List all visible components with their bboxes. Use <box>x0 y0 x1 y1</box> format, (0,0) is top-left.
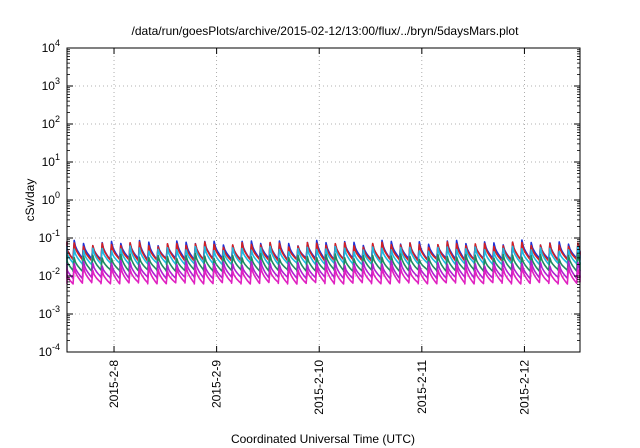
y-tick-label: 103 <box>42 76 60 93</box>
y-tick-label: 104 <box>42 38 60 55</box>
y-tick-label: 10-3 <box>39 304 60 321</box>
x-tick-label: 2015-2-11 <box>415 360 429 414</box>
y-tick-label: 102 <box>42 114 60 131</box>
x-tick-label: 2015-2-9 <box>210 360 224 408</box>
tick-layer: 10-4 10-3 10-2 10-1 100 101 102 103 104 2015-2-8 2… <box>39 38 580 415</box>
series-layer <box>66 239 581 285</box>
x-tick-label: 2015-2-10 <box>312 360 326 415</box>
y-tick-label: 10-4 <box>39 342 60 359</box>
grid-layer <box>67 48 580 352</box>
y-tick-label: 101 <box>42 152 60 169</box>
y-tick-label: 10-2 <box>39 266 60 283</box>
chart-title: /data/run/goesPlots/archive/2015-02-12/1… <box>132 24 520 38</box>
y-axis-label: cSv/day <box>23 179 37 222</box>
y-tick-label: 10-1 <box>39 228 60 245</box>
x-tick-label: 2015-2-8 <box>107 360 121 408</box>
series-line <box>66 264 581 285</box>
y-tick-label: 100 <box>42 190 60 207</box>
x-axis-label: Coordinated Universal Time (UTC) <box>231 432 415 446</box>
x-tick-label: 2015-2-12 <box>517 360 531 415</box>
